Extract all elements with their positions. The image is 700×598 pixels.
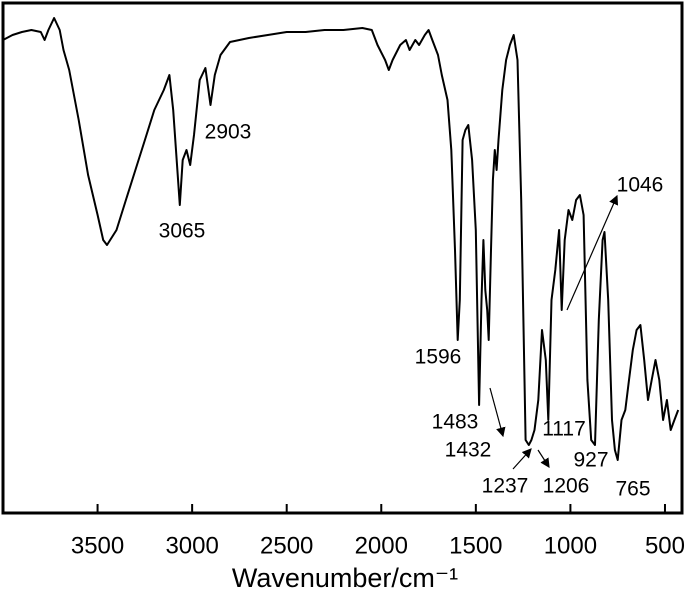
- peak-label: 2903: [205, 121, 252, 144]
- x-tick-label: 3500: [71, 532, 124, 559]
- peak-arrow: [489, 387, 506, 438]
- peak-label: 1237: [482, 475, 529, 498]
- x-tick-label: 3000: [165, 532, 218, 559]
- peak-label: 1046: [617, 174, 664, 197]
- peak-label: 1206: [543, 475, 590, 498]
- peak-arrow: [537, 449, 550, 469]
- x-tick-label: 2000: [355, 532, 408, 559]
- peak-label: 1117: [542, 418, 586, 441]
- peak-label: 3065: [159, 220, 206, 243]
- peak-label: 765: [615, 478, 650, 501]
- x-tick-label: 500: [645, 532, 685, 559]
- x-tick-label: 2500: [260, 532, 313, 559]
- x-tick-label: 1500: [449, 532, 502, 559]
- x-tick-label: 1000: [544, 532, 597, 559]
- peak-label: 1596: [415, 346, 462, 369]
- x-axis-label: Wavenumber/cm⁻¹: [232, 563, 458, 593]
- peak-arrow: [512, 448, 532, 470]
- peak-label: 927: [573, 449, 608, 472]
- peak-label: 1483: [432, 411, 479, 434]
- peak-label: 1432: [445, 439, 492, 462]
- plot-frame: [1, 1, 684, 515]
- peak-arrow: [566, 194, 619, 311]
- spectrum-line: [2, 17, 680, 461]
